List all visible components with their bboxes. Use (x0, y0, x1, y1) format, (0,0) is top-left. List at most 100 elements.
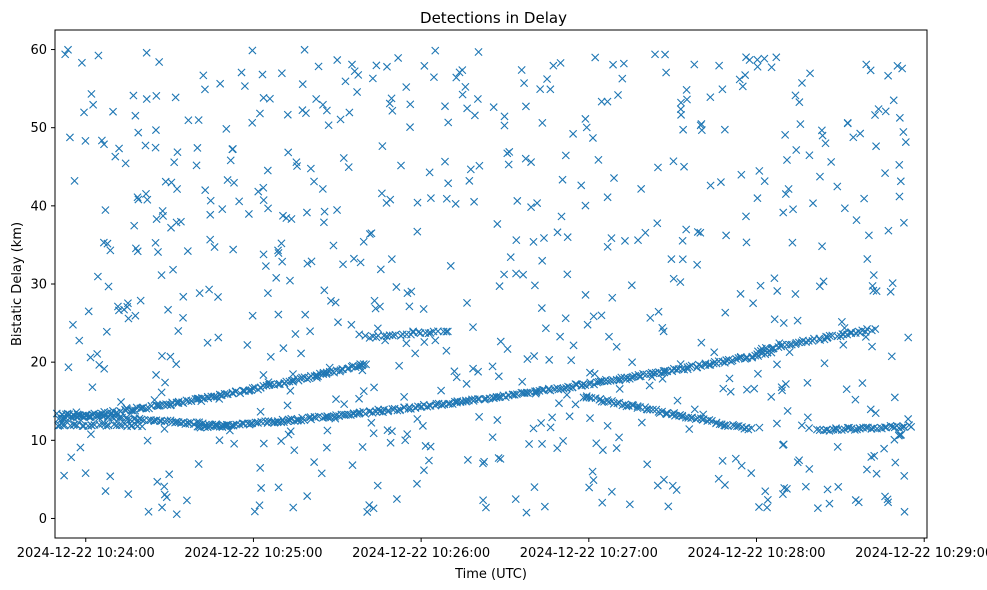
data-point (290, 446, 299, 455)
data-point (259, 439, 268, 448)
data-point (735, 75, 744, 84)
data-point (84, 421, 93, 430)
data-point (117, 398, 126, 407)
data-point (825, 499, 834, 508)
data-point (880, 444, 889, 453)
data-point (581, 114, 590, 123)
data-point (721, 308, 730, 317)
data-point (76, 416, 85, 425)
data-point (160, 482, 169, 491)
data-point (229, 245, 238, 254)
data-point (893, 61, 902, 70)
data-point (527, 203, 536, 212)
data-point (784, 185, 793, 193)
data-point (324, 121, 333, 130)
data-point (95, 360, 104, 369)
data-point (184, 397, 193, 406)
data-point (571, 380, 580, 389)
data-point (358, 366, 367, 375)
data-point (559, 384, 568, 393)
data-point (582, 392, 591, 401)
data-point (285, 377, 294, 386)
data-point (387, 427, 396, 436)
data-point (259, 370, 268, 379)
data-point (819, 277, 828, 286)
data-point (608, 293, 617, 302)
data-point (473, 395, 482, 404)
x-tick-label: 2024-12-22 10:27:00 (520, 546, 658, 561)
data-point (669, 157, 678, 166)
data-point (581, 290, 590, 299)
x-tick-label: 2024-12-22 10:26:00 (352, 546, 490, 561)
data-point (248, 118, 257, 127)
data-point (323, 426, 332, 435)
data-point (603, 97, 612, 106)
data-point (341, 77, 350, 86)
data-point (365, 230, 374, 239)
data-point (463, 298, 472, 307)
data-point (108, 413, 117, 422)
data-point (285, 276, 294, 285)
data-point (661, 50, 670, 59)
data-point (89, 100, 98, 109)
plot-area (52, 45, 916, 519)
data-point (203, 338, 212, 347)
data-point (355, 330, 364, 339)
data-point (653, 219, 662, 228)
data-point (585, 368, 594, 377)
data-point (259, 196, 268, 205)
data-point (223, 176, 232, 185)
data-point (386, 438, 395, 447)
data-point (87, 89, 96, 98)
data-point (100, 364, 109, 373)
data-point (704, 360, 713, 369)
data-point (795, 98, 804, 107)
data-point (682, 225, 691, 234)
data-point (520, 79, 529, 88)
data-point (899, 218, 908, 227)
data-point (519, 270, 528, 279)
data-point (523, 355, 532, 364)
data-point (413, 198, 422, 207)
data-point (561, 314, 570, 323)
data-point (858, 379, 867, 388)
data-point (348, 60, 356, 69)
data-point (106, 472, 115, 481)
data-point (549, 61, 558, 70)
data-point (617, 373, 626, 382)
data-point (678, 411, 687, 420)
data-point (773, 286, 782, 295)
data-point (419, 305, 428, 313)
data-point (533, 199, 542, 208)
data-point (358, 442, 367, 451)
data-point (381, 336, 390, 345)
data-point (361, 409, 370, 418)
data-point (900, 422, 909, 431)
data-point (673, 396, 682, 405)
data-point (293, 162, 302, 171)
data-point (128, 406, 137, 415)
data-point (111, 152, 120, 161)
data-point (195, 289, 204, 298)
data-point (628, 358, 637, 367)
data-point (571, 400, 580, 409)
data-point (265, 94, 274, 103)
data-point (163, 400, 172, 409)
data-point (646, 313, 655, 322)
data-point (475, 412, 484, 421)
data-point (442, 194, 451, 203)
data-point (431, 336, 440, 345)
data-point (530, 352, 539, 361)
data-point (75, 336, 84, 345)
data-point (67, 453, 76, 462)
data-point (473, 95, 482, 103)
data-point (583, 320, 592, 329)
data-point (274, 310, 283, 319)
data-point (193, 143, 202, 152)
data-point (397, 161, 405, 170)
data-point (370, 383, 379, 392)
data-point (847, 329, 856, 338)
data-point (261, 262, 270, 271)
data-point (370, 296, 379, 305)
